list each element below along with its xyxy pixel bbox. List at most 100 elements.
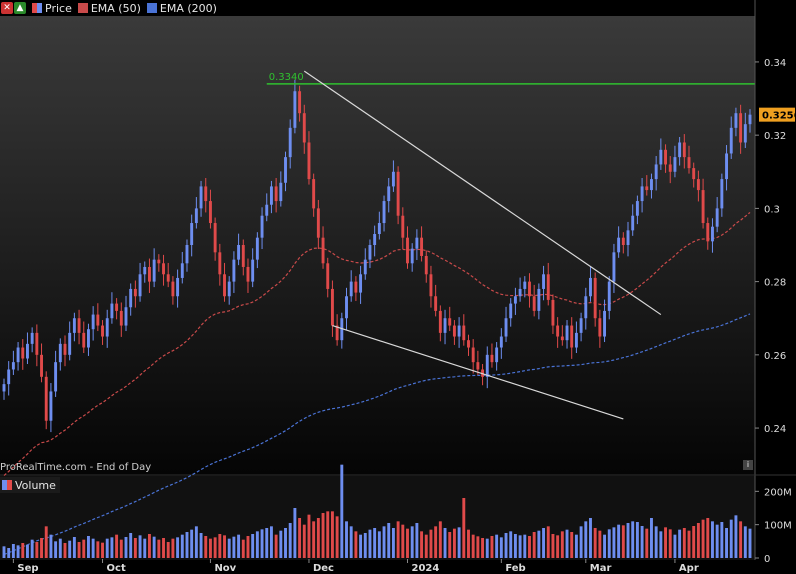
resistance-label: 0.3340 <box>269 72 304 83</box>
volume-bar <box>82 539 86 558</box>
volume-bar <box>185 532 189 558</box>
x-tick-label: Apr <box>679 563 699 574</box>
volume-bar <box>279 530 283 558</box>
candle-body <box>678 142 682 158</box>
volume-bar <box>603 534 607 558</box>
volume-bar <box>720 522 724 558</box>
candle-body <box>373 234 377 245</box>
candle-body <box>21 347 25 359</box>
legend-price-label: Price <box>45 1 72 15</box>
price-tick-label: 0.3 <box>764 204 780 215</box>
volume-bar <box>40 538 43 558</box>
volume-bar <box>232 536 236 558</box>
candle-body <box>363 259 367 275</box>
candle-body <box>471 347 475 363</box>
volume-bar <box>410 526 414 558</box>
price-tick-label: 0.32 <box>764 131 786 142</box>
candle-body <box>635 201 639 216</box>
candle-body <box>692 168 696 180</box>
volume-bar <box>251 534 255 558</box>
volume-bar <box>673 534 677 558</box>
candle-body <box>396 171 400 216</box>
volume-bar <box>565 529 569 558</box>
volume-bar <box>326 511 330 558</box>
volume-bar <box>537 530 541 558</box>
info-icon[interactable]: i <box>743 460 753 470</box>
legend-ema50[interactable]: EMA (50) <box>77 2 141 15</box>
volume-bar <box>499 537 503 558</box>
volume-bar <box>246 536 250 558</box>
volume-bar <box>49 534 53 558</box>
candle-body <box>255 237 259 260</box>
candle-body <box>288 127 292 158</box>
legend-ema200[interactable]: EMA (200) <box>146 2 217 15</box>
candle-body <box>340 318 344 341</box>
volume-bar <box>345 521 348 558</box>
candle-body <box>129 288 133 308</box>
candle-body <box>415 237 419 249</box>
volume-bar <box>115 534 119 558</box>
volume-bar <box>617 524 621 558</box>
price-tick-label: 0.28 <box>764 278 786 289</box>
volume-bar <box>293 508 297 558</box>
candle-body <box>58 343 62 363</box>
volume-bar <box>725 528 728 558</box>
volume-bar <box>739 521 743 558</box>
candle-body <box>105 318 109 337</box>
volume-bar <box>748 528 752 558</box>
price-swatch-icon <box>32 3 42 13</box>
candle-body <box>556 325 560 337</box>
volume-bar <box>701 519 705 558</box>
volume-bar <box>63 543 67 558</box>
candle-body <box>528 281 531 297</box>
candle-body <box>284 157 287 183</box>
volume-bar <box>401 524 405 558</box>
candle-body <box>682 142 686 158</box>
candle-body <box>598 318 602 337</box>
volume-swatch-icon <box>2 480 12 490</box>
candle-body <box>16 347 20 363</box>
volume-bar <box>68 540 72 558</box>
lower-trendline <box>332 324 624 420</box>
legend-price[interactable]: Price <box>32 2 72 15</box>
candle-body <box>438 310 442 333</box>
candle-body <box>345 296 348 319</box>
volume-bar <box>481 538 485 558</box>
candle-body <box>171 281 175 297</box>
volume-bar <box>448 532 452 558</box>
volume-bar <box>237 534 241 558</box>
volume-legend[interactable]: Volume <box>0 477 60 493</box>
volume-bar <box>659 531 663 558</box>
volume-bar <box>180 534 184 558</box>
candle-body <box>208 201 212 224</box>
volume-bar <box>354 531 358 558</box>
volume-bar <box>133 538 137 558</box>
volume-bar <box>377 531 381 558</box>
candle-body <box>101 325 104 337</box>
candle-body <box>593 277 597 319</box>
volume-bar <box>687 530 691 558</box>
volume-bar <box>495 534 499 558</box>
candle-body <box>626 230 630 245</box>
volume-bar <box>424 534 428 558</box>
volume-bar <box>143 538 147 558</box>
x-tick-label: Dec <box>313 563 334 574</box>
candle-body <box>560 336 564 341</box>
candle-body <box>513 296 517 304</box>
candle-body <box>115 303 119 311</box>
volume-bar <box>485 538 489 558</box>
collapse-icon[interactable]: ✕ <box>1 2 13 14</box>
volume-legend-label: Volume <box>15 478 56 492</box>
candle-body <box>523 281 527 289</box>
candle-body <box>603 310 607 337</box>
expand-icon[interactable]: ▲ <box>14 2 26 14</box>
volume-bar <box>504 533 508 558</box>
volume-bar <box>105 538 109 558</box>
volume-bar <box>518 535 522 558</box>
volume-bar <box>457 527 461 558</box>
candle-body <box>157 259 161 264</box>
candle-body <box>424 255 428 275</box>
candle-body <box>617 237 621 253</box>
volume-bar <box>598 530 602 558</box>
candle-body <box>711 226 714 242</box>
